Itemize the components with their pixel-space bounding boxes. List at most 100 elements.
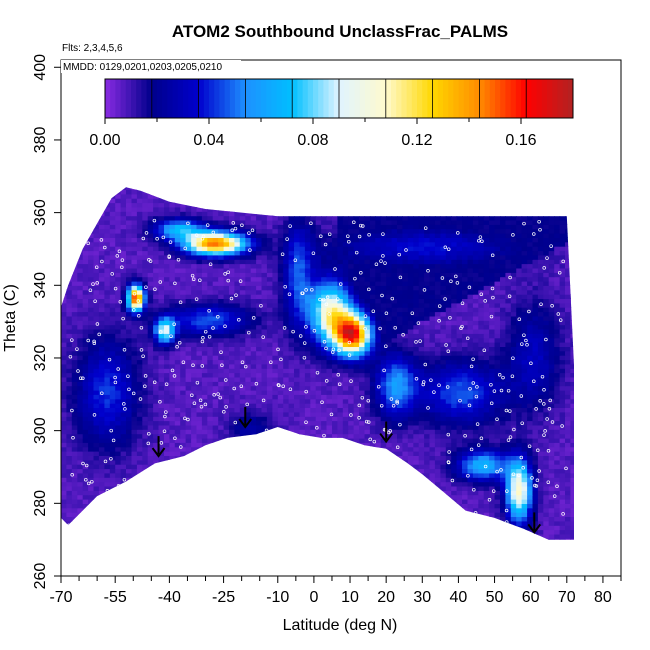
heatmap-cell [223, 381, 230, 387]
heatmap-cell [98, 446, 105, 452]
heatmap-cell [505, 324, 512, 330]
heatmap-cell [434, 372, 441, 378]
heatmap-cell [153, 333, 160, 339]
heatmap-cell [348, 398, 355, 404]
heatmap-cell [386, 398, 393, 404]
heatmap-cell [413, 320, 420, 326]
heatmap-cell [397, 320, 403, 326]
heatmap-cell [467, 385, 474, 391]
heatmap-cell [565, 420, 571, 426]
heatmap-cell [576, 416, 582, 421]
heatmap-cell [478, 337, 485, 343]
heatmap-cell [375, 543, 381, 548]
heatmap-cell [266, 472, 273, 478]
heatmap-cell [185, 320, 192, 326]
heatmap-cell [104, 328, 111, 334]
heatmap-cell [212, 337, 219, 343]
heatmap-cell [153, 468, 160, 474]
heatmap-cell [521, 350, 528, 356]
heatmap-cell [153, 446, 160, 452]
heatmap-cell [548, 424, 555, 430]
heatmap-cell [61, 494, 67, 500]
heatmap-cell [554, 372, 561, 378]
heatmap-cell [554, 512, 561, 517]
heatmap-cell [304, 464, 311, 470]
heatmap-cell [548, 481, 555, 487]
heatmap-cell [337, 485, 344, 491]
heatmap-cell [180, 407, 187, 413]
heatmap-cell [521, 368, 528, 374]
heatmap-cell [82, 516, 89, 522]
heatmap-cell [98, 459, 105, 465]
heatmap-cell [61, 320, 67, 326]
heatmap-cell [131, 333, 138, 339]
heatmap-cell [201, 481, 208, 487]
heatmap-cell [299, 342, 306, 347]
heatmap-cell [261, 490, 268, 496]
heatmap-cell [294, 446, 300, 452]
heatmap-cell [500, 543, 506, 548]
heatmap-cell [570, 516, 574, 522]
heatmap-cell [234, 372, 241, 378]
heatmap-cell [548, 485, 555, 491]
heatmap-cell [126, 429, 132, 435]
heatmap-cell [71, 499, 78, 504]
heatmap-cell [391, 538, 398, 540]
heatmap-cell [472, 342, 479, 347]
heatmap-cell [310, 543, 316, 548]
heatmap-cell [266, 451, 273, 456]
heatmap-cell [272, 538, 279, 540]
heatmap-cell [250, 451, 257, 456]
heatmap-cell [261, 355, 268, 361]
heatmap-cell [380, 459, 387, 465]
heatmap-cell [548, 437, 555, 443]
heatmap-cell [261, 464, 268, 470]
heatmap-cell [326, 420, 333, 426]
heatmap-cell [332, 394, 338, 400]
heatmap-cell [483, 433, 490, 439]
heatmap-cell [478, 359, 485, 365]
heatmap-cell [321, 416, 328, 422]
heatmap-cell [131, 503, 138, 509]
heatmap-cell [174, 363, 181, 369]
heatmap-cell [516, 437, 523, 443]
heatmap-cell [494, 464, 501, 470]
heatmap-cell [386, 507, 393, 513]
heatmap-cell [472, 533, 479, 539]
heatmap-cell [527, 429, 534, 435]
heatmap-cell [256, 333, 263, 339]
heatmap-cell [207, 424, 214, 430]
heatmap-cell [418, 411, 425, 417]
heatmap-cell [489, 485, 496, 491]
heatmap-cell [310, 490, 317, 496]
heatmap-cell [321, 490, 328, 496]
heatmap-cell [147, 333, 154, 339]
heatmap-cell [537, 472, 544, 478]
heatmap-cell [451, 512, 458, 517]
heatmap-cell [77, 507, 84, 513]
heatmap-cell [299, 455, 306, 461]
heatmap-cell [153, 529, 160, 535]
heatmap-cell [234, 468, 241, 474]
heatmap-cell [164, 372, 170, 378]
heatmap-cell [316, 543, 322, 548]
heatmap-cell [245, 433, 252, 439]
heatmap-cell [77, 424, 84, 430]
heatmap-cell [191, 446, 198, 452]
heatmap-cell [429, 411, 436, 417]
heatmap-cell [467, 424, 474, 430]
heatmap-cell [88, 355, 95, 361]
heatmap-cell [304, 394, 311, 400]
heatmap-cell [510, 451, 517, 456]
heatmap-cell [348, 355, 355, 361]
heatmap-cell [434, 499, 441, 504]
heatmap-cell [239, 424, 246, 430]
heatmap-cell [337, 368, 344, 374]
heatmap-cell [375, 459, 382, 465]
heatmap-cell [462, 543, 468, 548]
heatmap-cell [82, 320, 89, 326]
heatmap-cell [142, 333, 149, 339]
heatmap-cell [451, 403, 458, 408]
heatmap-cell [315, 464, 322, 470]
heatmap-cell [510, 499, 517, 504]
